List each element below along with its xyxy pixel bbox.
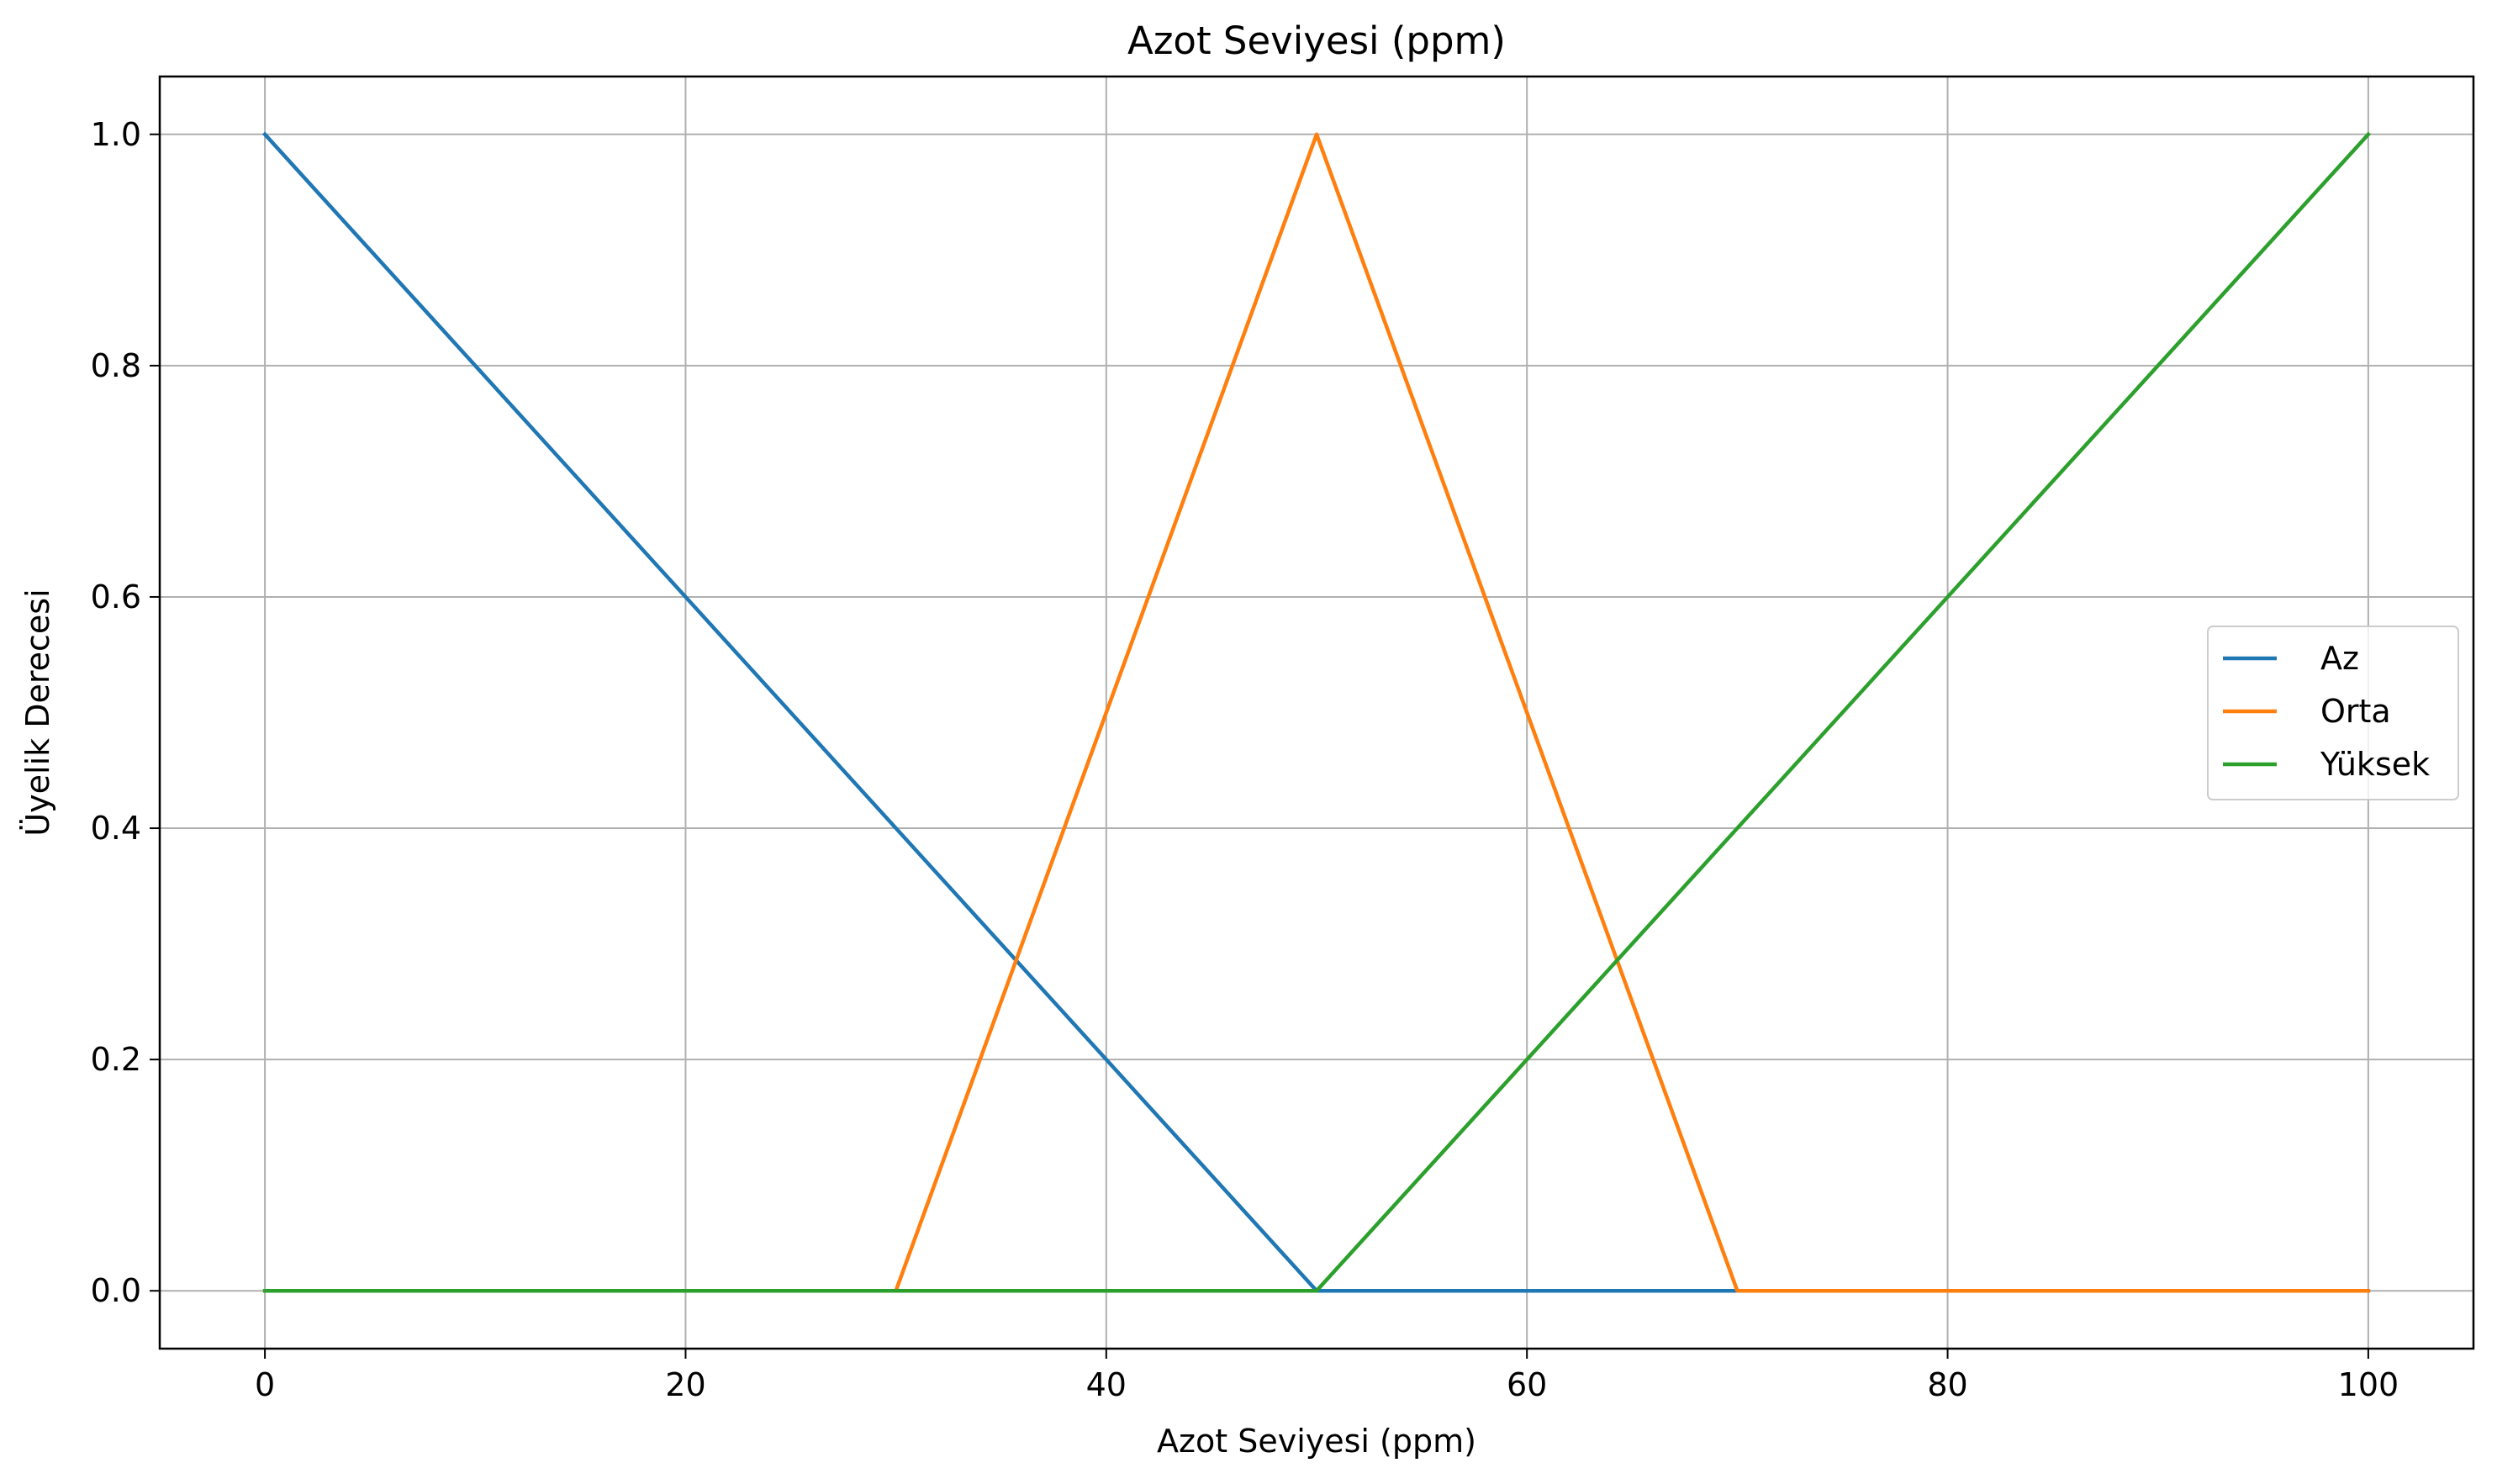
chart-title: Azot Seviyesi (ppm): [1127, 18, 1506, 63]
y-tick-label: 0.6: [91, 578, 141, 615]
y-tick-label: 0.8: [91, 347, 141, 384]
y-axis-ticks: 0.0 0.2 0.4 0.6 0.8 1.0: [91, 116, 160, 1309]
x-tick-label: 80: [1927, 1366, 1967, 1403]
series-line-y-ksek: [262, 131, 2372, 1293]
y-tick-label: 0.2: [91, 1041, 141, 1078]
y-tick-label: 0.4: [91, 810, 141, 847]
legend-label: Orta: [2320, 693, 2391, 730]
x-axis-ticks: 0 20 40 60 80 100: [255, 1349, 2399, 1403]
legend-box: [2207, 626, 2459, 800]
x-tick-label: 100: [2338, 1366, 2399, 1403]
plot-frame: [158, 75, 2475, 1350]
y-tick-label: 1.0: [91, 116, 141, 153]
legend-label: Az: [2320, 640, 2359, 677]
legend-label: Yüksek: [2320, 746, 2430, 783]
series-lines: [261, 131, 2372, 1293]
legend: Az Orta Yüksek: [2207, 626, 2459, 800]
x-tick-label: 40: [1086, 1366, 1127, 1403]
x-tick-label: 0: [255, 1366, 275, 1403]
x-tick-label: 60: [1507, 1366, 1547, 1403]
x-axis-title: Azot Seviyesi (ppm): [1157, 1423, 1476, 1460]
y-axis-title: Üyelik Derecesi: [19, 589, 56, 836]
x-tick-label: 20: [665, 1366, 705, 1403]
y-tick-label: 0.0: [91, 1272, 141, 1309]
